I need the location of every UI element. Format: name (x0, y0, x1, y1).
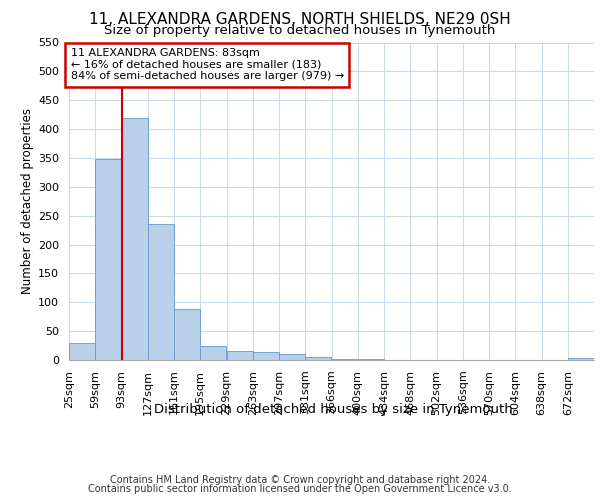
Bar (122, 118, 148, 360)
Bar (332, 359, 358, 360)
Bar (148, 224, 174, 360)
Text: Size of property relative to detached houses in Tynemouth: Size of property relative to detached ho… (104, 24, 496, 37)
Text: 11, ALEXANDRA GARDENS, NORTH SHIELDS, NE29 0SH: 11, ALEXANDRA GARDENS, NORTH SHIELDS, NE… (89, 12, 511, 28)
Bar (95, 158, 121, 360)
Bar (305, 356, 331, 360)
Text: Distribution of detached houses by size in Tynemouth: Distribution of detached houses by size … (154, 402, 512, 415)
Bar (69, 342, 95, 360)
Text: Contains public sector information licensed under the Open Government Licence v3: Contains public sector information licen… (88, 484, 512, 494)
Bar (568, 358, 594, 360)
Bar (200, 346, 226, 360)
Bar (227, 352, 253, 360)
Text: 11 ALEXANDRA GARDENS: 83sqm
← 16% of detached houses are smaller (183)
84% of se: 11 ALEXANDRA GARDENS: 83sqm ← 16% of det… (71, 48, 344, 82)
Text: Contains HM Land Registry data © Crown copyright and database right 2024.: Contains HM Land Registry data © Crown c… (110, 475, 490, 485)
Bar (358, 359, 384, 360)
Y-axis label: Number of detached properties: Number of detached properties (21, 108, 34, 294)
Bar (174, 309, 200, 360)
Bar (279, 354, 305, 360)
Bar (253, 352, 279, 360)
